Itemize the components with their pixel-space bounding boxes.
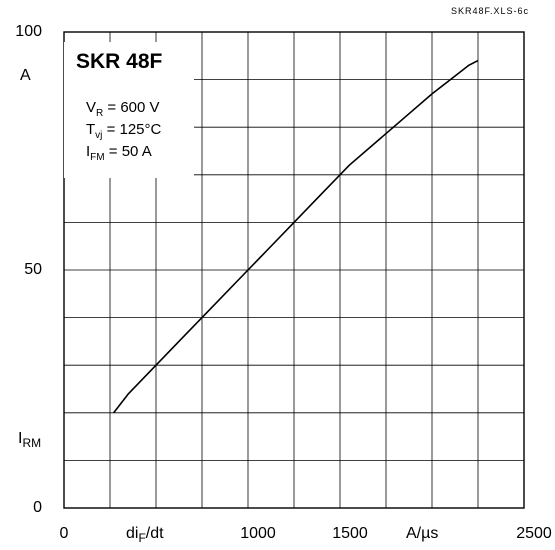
y-unit-label: A — [20, 67, 31, 84]
chart-title: SKR 48F — [76, 50, 163, 73]
y-axis-label: IRM — [18, 430, 42, 451]
legend-box: SKR 48F VR = 600 V Tvj = 125°C IFM = 50 … — [64, 42, 194, 178]
condition-tvj: Tvj = 125°C — [86, 121, 162, 142]
condition-ifm: IFM = 50 A — [86, 143, 152, 164]
x-tick-label: 1500 — [332, 525, 368, 542]
y-tick-label: 100 — [15, 23, 42, 40]
chart-grid — [64, 32, 524, 508]
y-tick-label: 50 — [24, 261, 42, 278]
x-tick-label: 0 — [59, 525, 69, 542]
x-tick-label: 2500 — [516, 525, 552, 542]
series-line — [113, 59, 479, 414]
plot-frame — [63, 31, 525, 509]
y-tick-label: 0 — [33, 499, 42, 516]
x-tick-label: 1000 — [240, 525, 276, 542]
x-axis-label: diF/dt — [126, 525, 164, 546]
document-reference: SKR48F.XLS-6c — [450, 6, 529, 16]
x-unit-label: A/µs — [406, 525, 439, 542]
condition-vr: VR = 600 V — [86, 99, 160, 120]
